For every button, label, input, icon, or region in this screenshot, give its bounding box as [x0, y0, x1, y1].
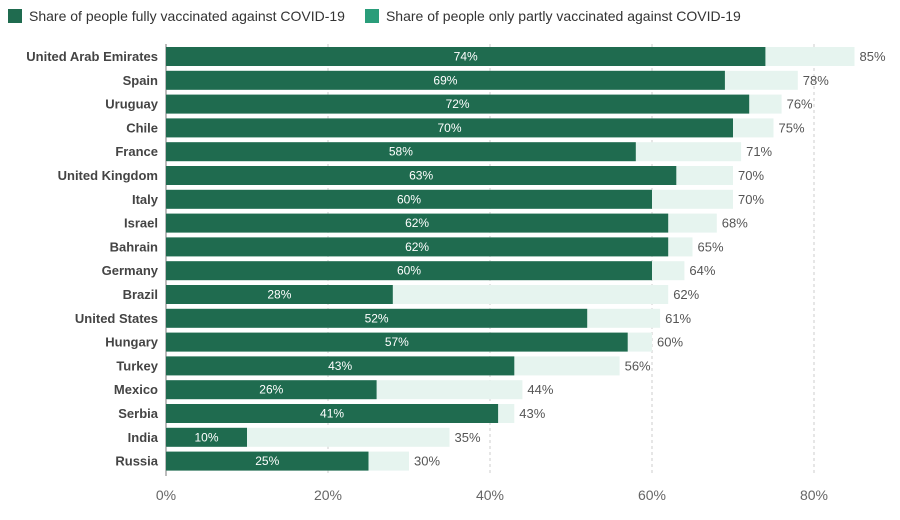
- x-tick-label-0-: 0%: [156, 487, 176, 503]
- value-label-fully-united-kingdom: 63%: [409, 169, 433, 183]
- value-label-fully-bahrain: 62%: [405, 240, 429, 254]
- bar-fully-india: [166, 427, 247, 447]
- value-label-total-france: 71%: [746, 144, 772, 159]
- legend-item-partly-vaccinated[interactable]: Share of people only partly vaccinated a…: [364, 8, 741, 24]
- bar-fully-mexico: [166, 380, 377, 400]
- category-label-turkey: Turkey: [116, 358, 158, 373]
- value-label-total-brazil: 62%: [673, 287, 699, 302]
- value-label-fully-uruguay: 72%: [446, 97, 470, 111]
- legend-label-fully-vaccinated: Share of people fully vaccinated against…: [29, 8, 345, 24]
- value-label-total-united-arab-emirates: 85%: [860, 49, 886, 64]
- category-label-serbia: Serbia: [118, 406, 159, 421]
- bar-fully-united-kingdom: [166, 166, 677, 185]
- value-label-fully-serbia: 41%: [320, 407, 344, 421]
- value-label-fully-turkey: 43%: [328, 359, 352, 373]
- bar-fully-bahrain: [166, 237, 669, 257]
- value-label-fully-italy: 60%: [397, 192, 421, 206]
- value-label-total-spain: 78%: [803, 73, 829, 88]
- category-label-india: India: [128, 430, 159, 445]
- value-label-fully-india: 10%: [194, 430, 218, 444]
- value-label-total-italy: 70%: [738, 192, 764, 207]
- value-label-fully-united-states: 52%: [365, 311, 389, 325]
- category-label-germany: Germany: [102, 263, 159, 278]
- value-label-fully-united-arab-emirates: 74%: [454, 50, 478, 64]
- value-label-fully-chile: 70%: [437, 121, 461, 135]
- value-label-total-united-states: 61%: [665, 311, 691, 326]
- value-label-total-germany: 64%: [689, 263, 715, 278]
- value-label-total-united-kingdom: 70%: [738, 168, 764, 183]
- value-label-fully-mexico: 26%: [259, 383, 283, 397]
- bar-fully-germany: [166, 261, 652, 281]
- value-label-fully-hungary: 57%: [385, 335, 409, 349]
- bar-fully-brazil: [166, 285, 393, 304]
- value-label-fully-spain: 69%: [433, 73, 457, 87]
- value-label-total-russia: 30%: [414, 454, 440, 469]
- bar-fully-hungary: [166, 332, 628, 352]
- category-label-russia: Russia: [115, 454, 158, 469]
- category-label-united-states: United States: [75, 311, 158, 326]
- legend-swatch-fully-vaccinated: [8, 9, 22, 23]
- x-tick-label-20-: 20%: [314, 487, 342, 503]
- bar-fully-serbia: [166, 404, 499, 423]
- value-label-total-chile: 75%: [779, 120, 805, 135]
- x-tick-label-80-: 80%: [800, 487, 828, 503]
- bar-fully-russia: [166, 451, 369, 471]
- bar-fully-france: [166, 142, 636, 162]
- x-tick-label-60-: 60%: [638, 487, 666, 503]
- category-label-brazil: Brazil: [123, 287, 158, 302]
- value-label-fully-france: 58%: [389, 145, 413, 159]
- bar-fully-united-arab-emirates: [166, 47, 766, 66]
- value-label-total-bahrain: 65%: [698, 239, 724, 254]
- legend-item-fully-vaccinated[interactable]: Share of people fully vaccinated against…: [8, 8, 345, 24]
- value-label-fully-russia: 25%: [255, 454, 279, 468]
- value-label-total-turkey: 56%: [625, 358, 651, 373]
- bar-fully-chile: [166, 118, 733, 138]
- category-label-italy: Italy: [132, 192, 159, 207]
- category-label-france: France: [115, 144, 158, 159]
- value-label-fully-israel: 62%: [405, 216, 429, 230]
- legend-label-partly-vaccinated: Share of people only partly vaccinated a…: [385, 8, 741, 24]
- category-label-mexico: Mexico: [114, 382, 158, 397]
- value-label-total-hungary: 60%: [657, 335, 683, 350]
- value-label-total-india: 35%: [455, 430, 481, 445]
- bar-fully-spain: [166, 70, 725, 90]
- legend: Share of people fully vaccinated against…: [8, 8, 741, 24]
- value-label-fully-germany: 60%: [397, 264, 421, 278]
- value-label-fully-brazil: 28%: [267, 288, 291, 302]
- category-label-united-arab-emirates: United Arab Emirates: [26, 49, 158, 64]
- bar-fully-israel: [166, 213, 669, 233]
- category-label-hungary: Hungary: [105, 335, 159, 350]
- category-label-spain: Spain: [123, 73, 158, 88]
- category-label-bahrain: Bahrain: [110, 239, 158, 254]
- category-label-israel: Israel: [124, 216, 158, 231]
- bar-fully-turkey: [166, 356, 515, 376]
- category-label-united-kingdom: United Kingdom: [58, 168, 158, 183]
- legend-swatch-partly-vaccinated: [364, 9, 379, 23]
- value-label-total-mexico: 44%: [527, 382, 553, 397]
- category-label-chile: Chile: [126, 120, 158, 135]
- bar-fully-united-states: [166, 308, 588, 328]
- value-label-total-serbia: 43%: [519, 406, 545, 421]
- x-tick-label-40-: 40%: [476, 487, 504, 503]
- bar-fully-italy: [166, 189, 652, 209]
- bar-fully-uruguay: [166, 94, 750, 114]
- value-label-total-uruguay: 76%: [787, 97, 813, 112]
- category-label-uruguay: Uruguay: [105, 97, 159, 112]
- value-label-total-israel: 68%: [722, 216, 748, 231]
